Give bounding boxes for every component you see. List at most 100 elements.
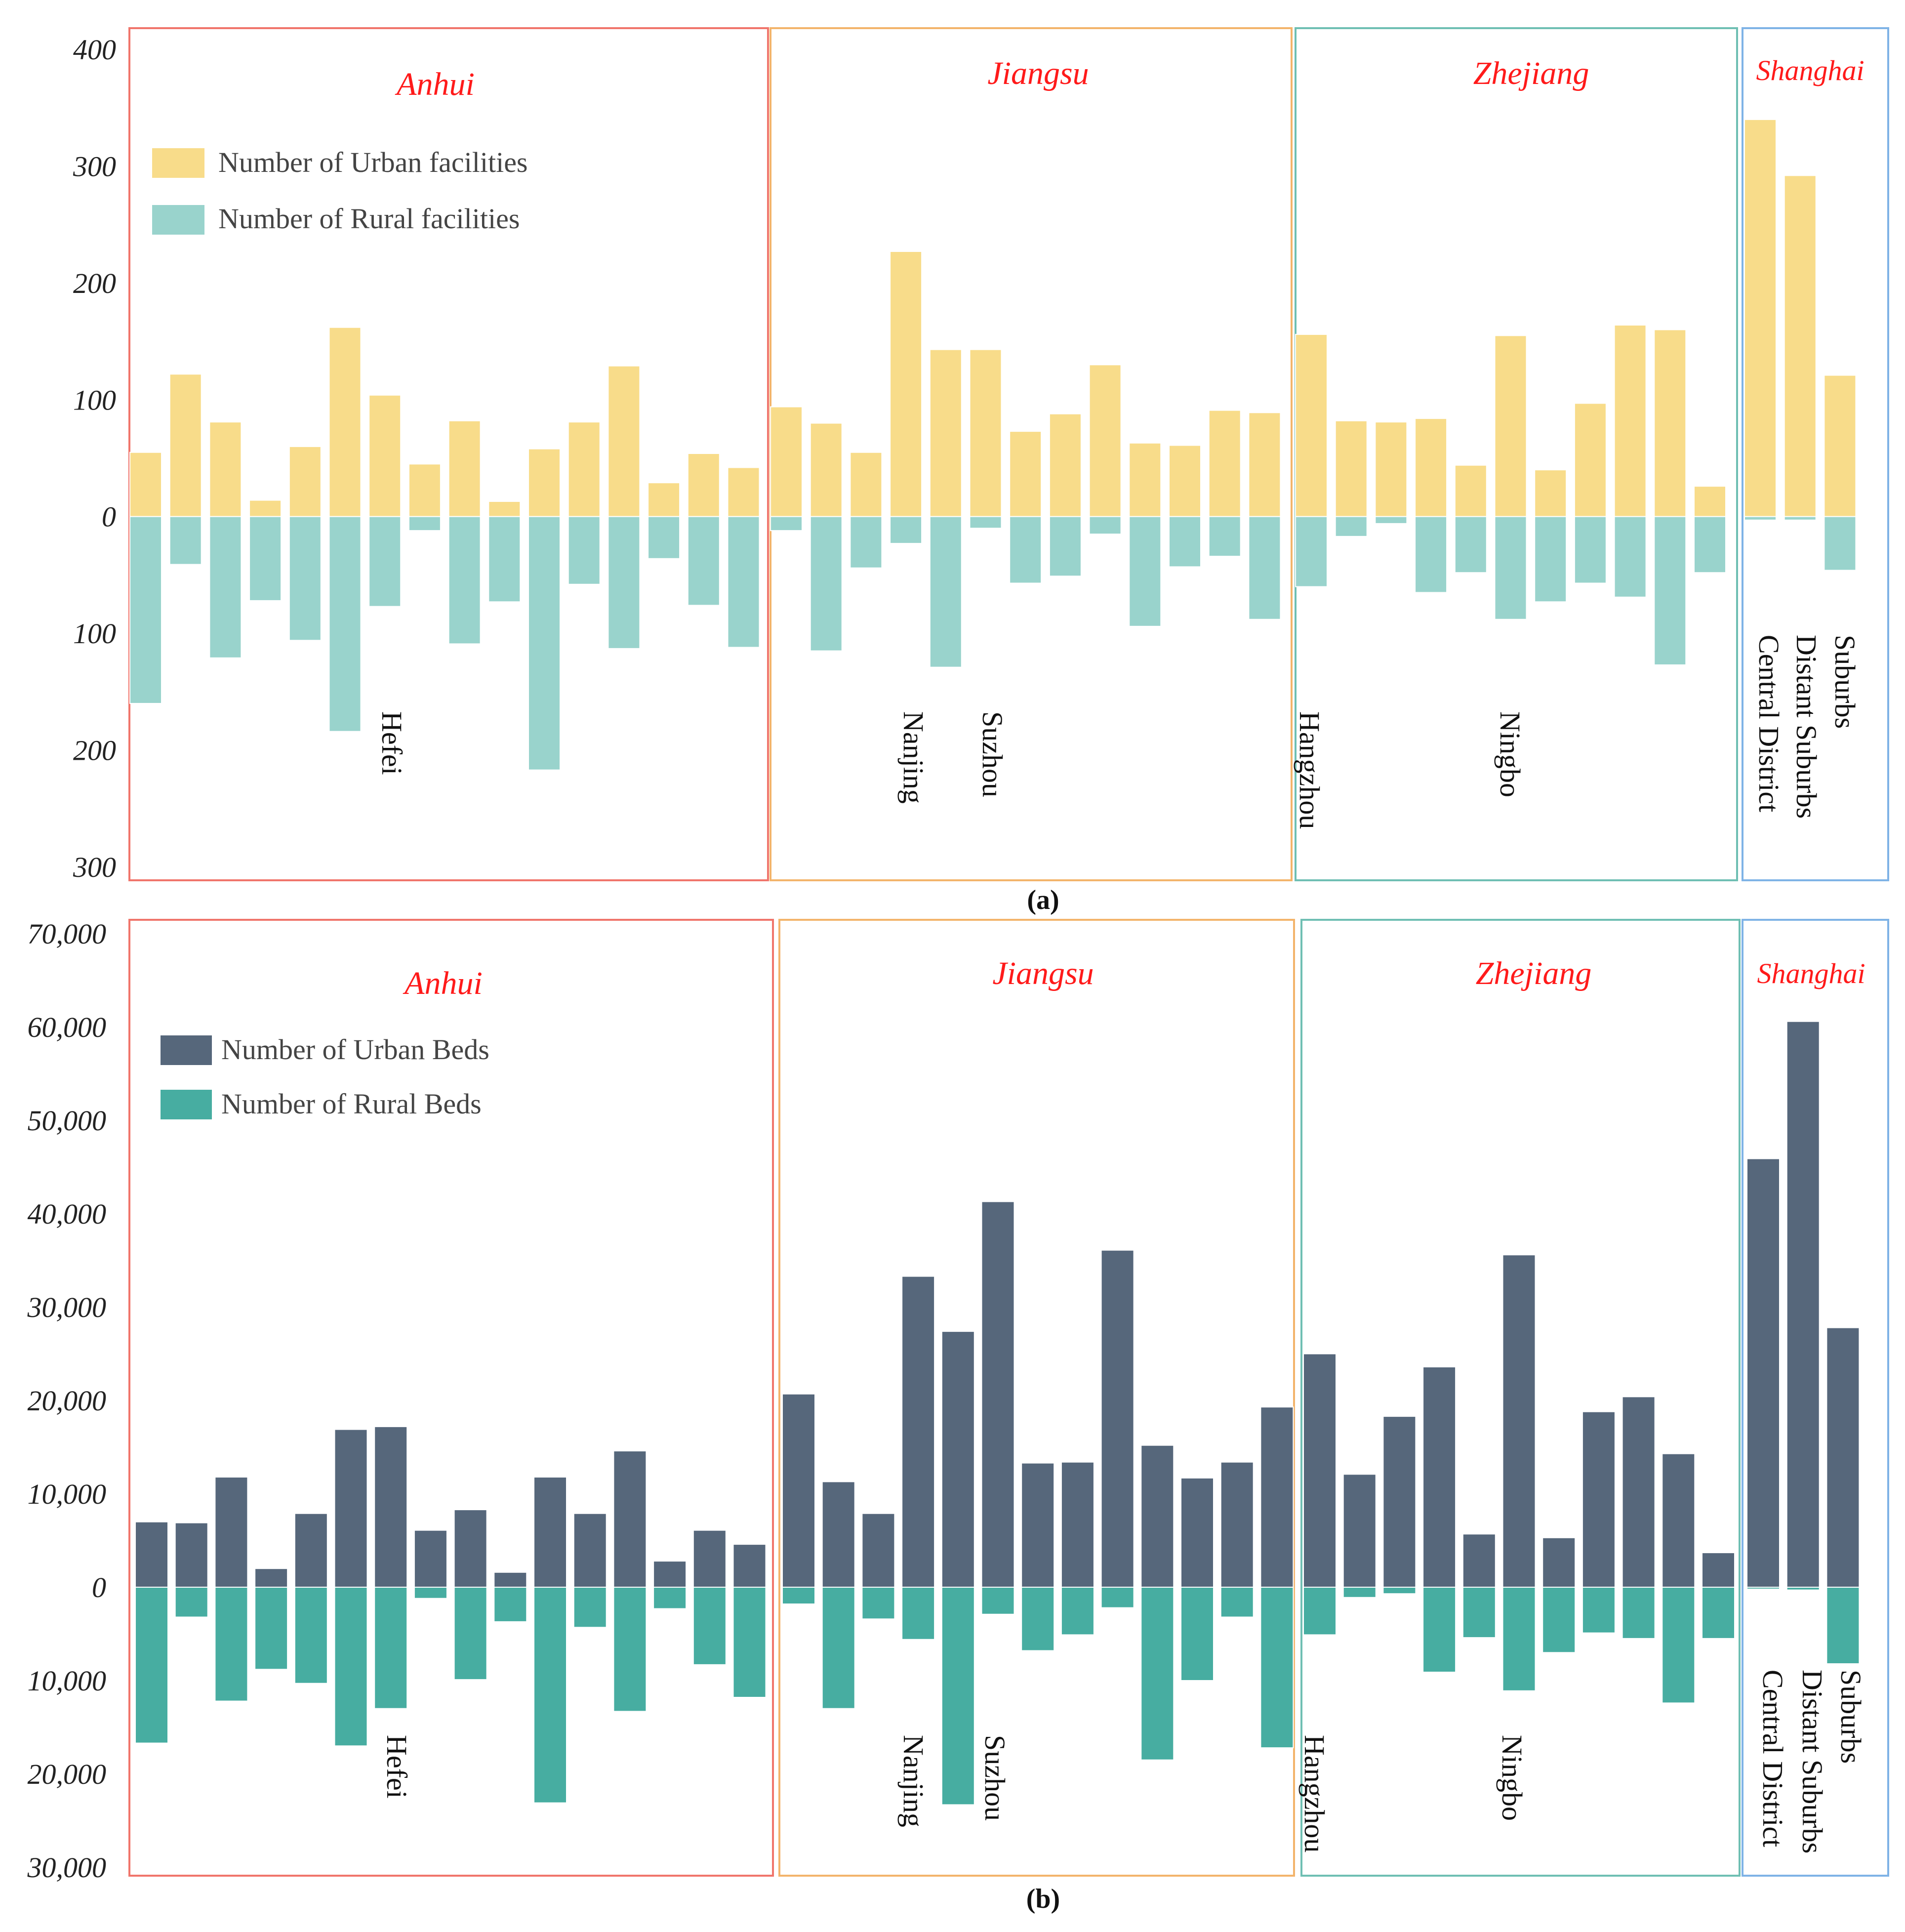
city-label-suzhou-a: Suzhou [976,711,1009,797]
bar-rural-jiangsu-7-a [1009,516,1042,584]
bar-urban-anhui-13-b [613,1450,647,1588]
bar-rural-anhui-16-a [727,516,760,648]
bar-rural-shanghai-3-b [1826,1587,1860,1664]
bar-urban-anhui-15-b [692,1529,727,1588]
bar-urban-anhui-14-a [648,482,681,517]
bar-urban-jiangsu-2-b [821,1481,855,1588]
bar-rural-zhejiang-8-a [1574,516,1607,584]
bar-rural-anhui-9-b [453,1587,487,1681]
bar-urban-anhui-5-b [294,1513,328,1588]
bar-urban-shanghai-1-b [1746,1158,1780,1588]
legend-swatch-rural-beds [161,1090,212,1119]
city-label-ningbo-b: Ningbo [1496,1735,1528,1821]
bar-rural-anhui-2-a [169,516,202,565]
bar-rural-anhui-8-a [408,516,441,532]
legend-swatch-rural-facilities [152,205,204,235]
bar-urban-anhui-11-a [528,448,561,517]
y-tick-label-b: 20,000 [28,1758,107,1790]
bar-urban-anhui-10-b [493,1571,527,1588]
bar-rural-anhui-14-b [653,1587,687,1609]
bar-rural-jiangsu-8-b [1060,1587,1094,1636]
y-tick-label-a: 200 [73,267,116,299]
bar-rural-zhejiang-10-a [1654,516,1687,665]
bar-urban-anhui-16-a [727,467,760,517]
bar-rural-jiangsu-10-b [1140,1587,1175,1761]
y-tick-label-b: 50,000 [28,1105,107,1137]
bar-rural-zhejiang-5-b [1462,1587,1496,1639]
city-label-central-district-b: Central District [1757,1670,1789,1847]
bar-urban-anhui-16-b [732,1544,767,1588]
y-tick-label-a: 200 [73,735,116,767]
bar-urban-jiangsu-10-b [1140,1444,1175,1588]
bar-urban-anhui-12-b [573,1513,607,1588]
y-tick-label-a: 100 [73,617,116,650]
bar-urban-jiangsu-2-a [810,422,843,517]
bar-urban-jiangsu-7-a [1009,431,1042,517]
bar-rural-anhui-4-a [249,516,282,601]
bar-rural-anhui-6-a [328,516,362,732]
province-title-zhejiang-b: Zhejiang [1476,955,1592,991]
bar-rural-jiangsu-9-b [1100,1587,1135,1608]
legend-label-rural-facilities: Number of Rural facilities [218,203,520,235]
bar-rural-zhejiang-8-b [1581,1587,1616,1634]
y-tick-label-b: 10,000 [28,1478,107,1510]
bar-urban-zhejiang-4-b [1422,1366,1457,1588]
bar-rural-zhejiang-2-b [1342,1587,1377,1598]
bar-rural-jiangsu-12-a [1208,516,1241,557]
bar-rural-shanghai-2-b [1786,1587,1820,1591]
bar-rural-anhui-10-a [488,516,521,603]
bar-rural-zhejiang-4-a [1415,516,1448,593]
bar-rural-jiangsu-13-a [1248,516,1281,620]
legend-swatch-urban-beds [161,1035,212,1065]
bar-urban-jiangsu-6-b [981,1201,1015,1588]
city-label-nanjing-a: Nanjing [897,711,930,804]
bar-urban-zhejiang-1-b [1303,1353,1337,1588]
city-label-distant-suburbs-b: Distant Suburbs [1796,1670,1828,1853]
bar-rural-jiangsu-12-b [1220,1587,1254,1618]
bar-urban-zhejiang-2-a [1335,420,1368,517]
bar-urban-anhui-2-a [169,373,202,517]
bar-urban-jiangsu-8-a [1049,413,1082,517]
province-title-shanghai-a: Shanghai [1756,54,1864,86]
bar-urban-jiangsu-5-a [929,349,962,517]
y-tick-label-a: 400 [73,34,116,66]
bar-urban-anhui-3-b [214,1477,248,1588]
bar-rural-zhejiang-1-b [1303,1587,1337,1636]
bar-urban-jiangsu-11-a [1169,445,1201,517]
bar-rural-anhui-8-b [413,1587,447,1599]
province-title-jiangsu-a: Jiangsu [987,55,1089,91]
bar-rural-anhui-7-b [374,1587,408,1709]
bar-rural-zhejiang-11-a [1694,516,1726,574]
bar-urban-jiangsu-1-b [782,1393,815,1588]
bar-urban-jiangsu-4-a [890,251,923,517]
bar-rural-zhejiang-10-b [1662,1587,1696,1704]
bar-urban-anhui-12-a [567,421,601,517]
city-label-nanjing-b: Nanjing [897,1735,930,1827]
bar-urban-anhui-7-b [374,1426,408,1588]
y-tick-label-b: 20,000 [28,1385,107,1417]
bar-urban-anhui-3-a [209,421,242,517]
bar-rural-anhui-14-a [648,516,681,559]
bar-urban-jiangsu-5-b [941,1331,975,1588]
bar-urban-anhui-6-b [334,1429,368,1588]
bar-urban-jiangsu-10-a [1129,442,1162,517]
bar-urban-zhejiang-7-b [1542,1537,1576,1588]
province-title-zhejiang-a: Zhejiang [1473,55,1589,91]
y-tick-label-b: 30,000 [27,1291,107,1323]
bar-rural-jiangsu-9-a [1089,516,1122,535]
bar-rural-zhejiang-9-a [1614,516,1647,598]
bar-urban-zhejiang-6-b [1502,1254,1536,1588]
bar-urban-jiangsu-13-b [1260,1406,1294,1588]
city-label-hangzhou-b: Hangzhou [1298,1735,1331,1852]
bar-rural-anhui-5-a [288,516,322,641]
bar-rural-zhejiang-6-a [1494,516,1527,620]
bar-urban-zhejiang-6-a [1494,335,1527,517]
bar-urban-anhui-5-a [288,446,322,517]
panel-a-label: (a) [1027,885,1059,915]
bar-rural-jiangsu-10-a [1129,516,1162,627]
y-tick-label-b: 70,000 [28,918,107,950]
bar-urban-jiangsu-11-b [1180,1477,1214,1588]
panel-b-label: (b) [1026,1884,1060,1914]
bar-urban-zhejiang-5-a [1454,464,1487,517]
